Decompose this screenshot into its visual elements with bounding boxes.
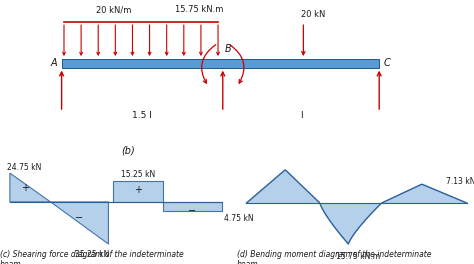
Text: 7.13 kN.m: 7.13 kN.m: [446, 177, 474, 186]
FancyBboxPatch shape: [62, 59, 379, 68]
Text: C: C: [384, 58, 391, 68]
Polygon shape: [113, 181, 163, 202]
Text: (c) Shearing force diagram of the indeterminate
beam: (c) Shearing force diagram of the indete…: [0, 249, 184, 264]
Text: 15.75 kN.m: 15.75 kN.m: [336, 252, 380, 261]
Text: 20 kN/m: 20 kN/m: [96, 5, 131, 14]
Text: A: A: [50, 58, 57, 68]
Text: 35.25 kN: 35.25 kN: [74, 249, 109, 258]
Polygon shape: [10, 173, 51, 202]
Text: l: l: [300, 111, 302, 120]
Text: −: −: [75, 213, 83, 223]
Text: +: +: [21, 183, 28, 193]
Text: B: B: [225, 44, 232, 54]
Text: 15.75 kN.m: 15.75 kN.m: [175, 5, 223, 14]
Polygon shape: [163, 202, 222, 211]
Text: 15.25 kN: 15.25 kN: [121, 170, 155, 179]
Text: 4.75 kN: 4.75 kN: [224, 214, 254, 223]
Text: 1.5 l: 1.5 l: [132, 111, 152, 120]
Text: 24.75 kN: 24.75 kN: [8, 163, 42, 172]
Text: (d) Bending moment diagram of the indeterminate
beam: (d) Bending moment diagram of the indete…: [237, 249, 431, 264]
Text: (b): (b): [121, 146, 135, 156]
Text: 20 kN: 20 kN: [301, 10, 325, 19]
Text: −: −: [188, 206, 196, 216]
Polygon shape: [51, 202, 109, 244]
Text: +: +: [134, 185, 142, 195]
